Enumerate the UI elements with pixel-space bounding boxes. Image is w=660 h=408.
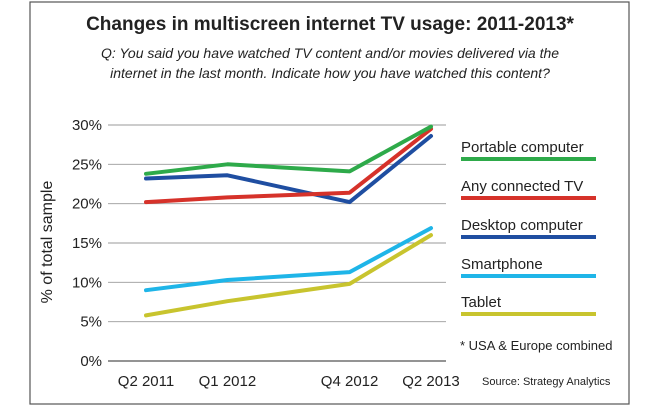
chart-frame bbox=[29, 1, 630, 405]
y-tick-label: 15% bbox=[72, 235, 102, 252]
x-tick-label: Q2 2013 bbox=[402, 373, 460, 390]
legend-label-any-connected-tv: Any connected TV bbox=[461, 178, 583, 195]
grid-layer bbox=[108, 124, 446, 362]
source-note: Source: Strategy Analytics bbox=[482, 376, 611, 388]
series-line-tablet bbox=[144, 233, 433, 318]
series-line-any-connected-tv bbox=[144, 126, 433, 205]
series-line-smartphone bbox=[144, 226, 433, 293]
chart-title: Changes in multiscreen internet TV usage… bbox=[86, 14, 574, 35]
y-tick-label: 20% bbox=[72, 196, 102, 213]
legend-label-portable-computer: Portable computer bbox=[461, 139, 584, 156]
series-layer bbox=[144, 124, 433, 318]
x-tick-label: Q2 2011 bbox=[118, 373, 174, 390]
series-line-portable-computer bbox=[144, 124, 433, 176]
legend-label-tablet: Tablet bbox=[461, 294, 502, 311]
footnote: * USA & Europe combined bbox=[460, 338, 612, 353]
y-tick-label: 30% bbox=[72, 117, 102, 134]
series-line-desktop-computer bbox=[144, 134, 433, 205]
y-tick-label: 10% bbox=[72, 274, 102, 291]
x-tick-label: Q1 2012 bbox=[199, 373, 257, 390]
legend-label-smartphone: Smartphone bbox=[461, 256, 543, 273]
question-line-1: Q: You said you have watched TV content … bbox=[101, 45, 559, 61]
y-axis-label: % of total sample bbox=[39, 181, 56, 304]
legend-label-desktop-computer: Desktop computer bbox=[461, 217, 583, 234]
question-line-2: internet in the last month. Indicate how… bbox=[110, 65, 550, 81]
legend: Portable computer Any connected TV Desktop… bbox=[461, 139, 596, 316]
y-tick-label: 0% bbox=[80, 353, 102, 370]
x-tick-label: Q4 2012 bbox=[321, 373, 379, 390]
x-tick-labels: Q2 2011 Q1 2012 Q4 2012 Q2 2013 bbox=[118, 373, 460, 390]
y-tick-label: 5% bbox=[80, 314, 102, 331]
y-tick-label: 25% bbox=[72, 156, 102, 173]
y-tick-labels: 0% 5% 10% 15% 20% 25% 30% bbox=[72, 117, 102, 370]
